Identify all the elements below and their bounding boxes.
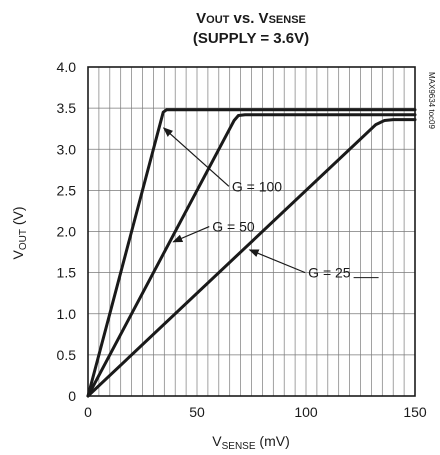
y-tick-label: 3.5 [57,100,77,116]
y-tick-label: 2.5 [57,182,77,198]
x-tick-label: 150 [403,404,427,420]
series-line-2 [86,113,417,398]
series-lines [86,108,417,398]
x-tick-label: 100 [294,404,318,420]
y-axis-label: VOUT (V) [10,206,29,259]
chart-title-line2: (SUPPLY = 3.6V) [193,30,309,47]
y-tick-label: 0 [68,388,76,404]
series-line-1 [86,108,417,398]
plot-frame [87,66,416,397]
chart-title-line1: VOUT vs. VSENSE [196,10,306,27]
y-tick-label: 4.0 [57,59,77,75]
annotation-arrow [172,226,210,243]
annotation-label: G = 25 [308,265,351,281]
y-tick-label: 3.0 [57,141,77,157]
annotations: G = 100 G = 50 G = 25 [162,127,379,281]
y-tick-label: 1.0 [57,306,77,322]
x-axis-label: VSENSE (mV) [212,433,289,452]
y-tick-label: 2.0 [57,224,77,240]
x-tick-labels: 0 50 100 150 [84,404,427,420]
x-tick-label: 0 [84,404,92,420]
y-tick-label: 1.5 [57,265,77,281]
annotation-3: G = 25 [248,249,379,281]
annotation-arrow [248,249,306,274]
y-tick-labels: 0 0.5 1.0 1.5 2.0 2.5 3.0 3.5 4.0 [57,59,77,404]
annotation-label: G = 100 [232,178,282,194]
grid [88,67,415,396]
y-tick-label: 0.5 [57,347,77,363]
annotation-2: G = 50 [172,219,255,243]
annotation-1: G = 100 [162,127,282,194]
annotation-arrow [162,127,230,187]
series-line-3 [86,118,417,398]
figure-code: MAX9634 toc09 [427,72,436,129]
x-tick-label: 50 [189,404,205,420]
annotation-label: G = 50 [212,219,255,235]
